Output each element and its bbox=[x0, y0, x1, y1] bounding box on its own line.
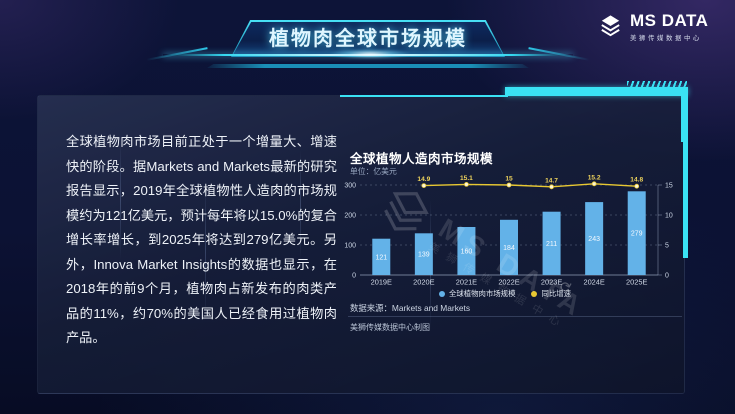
svg-text:2025E: 2025E bbox=[626, 278, 647, 287]
svg-text:15.2: 15.2 bbox=[588, 174, 601, 181]
chart-unit-label: 单位：亿美元 bbox=[350, 167, 397, 176]
panel-accent-thin-line bbox=[340, 95, 508, 97]
content-panel bbox=[37, 95, 685, 394]
svg-text:2022E: 2022E bbox=[498, 278, 519, 287]
header-glow-flare bbox=[328, 49, 412, 59]
svg-text:243: 243 bbox=[588, 236, 600, 243]
svg-text:14.7: 14.7 bbox=[545, 177, 558, 184]
light-streak bbox=[205, 180, 206, 320]
header-platform-line bbox=[207, 64, 529, 68]
body-paragraph: 全球植物肉市场目前正处于一个增量大、增速快的阶段。据Markets and Ma… bbox=[66, 134, 337, 345]
legend-item-line: 同比增速 bbox=[531, 288, 571, 299]
market-chart-svg: 0 100 200 300 0 5 10 15 121 139 160 184 211 243 279 201… bbox=[344, 174, 673, 287]
svg-text:2024E: 2024E bbox=[583, 278, 604, 287]
svg-text:279: 279 bbox=[631, 231, 643, 238]
brand-name: MS DATA bbox=[630, 11, 709, 30]
page-title: 植物肉全球市场规模 bbox=[269, 28, 467, 50]
brand-text: MS DATA 美狮传媒数据中心 bbox=[630, 11, 708, 42]
legend-label-bars: 全球植物肉市场规模 bbox=[448, 289, 516, 298]
svg-text:15: 15 bbox=[505, 176, 513, 183]
legend-item-bars: 全球植物肉市场规模 bbox=[438, 288, 516, 299]
legend-dot-yellow bbox=[531, 290, 538, 297]
panel-accent-side-bar-lower bbox=[683, 142, 688, 258]
panel-accent-hatch bbox=[627, 81, 687, 87]
ms-data-logo-icon bbox=[601, 15, 620, 37]
brand-logo: MS DATA 美狮传媒数据中心 bbox=[597, 11, 708, 42]
svg-text:200: 200 bbox=[344, 213, 356, 220]
svg-text:2021E: 2021E bbox=[456, 278, 477, 287]
svg-text:121: 121 bbox=[375, 254, 387, 261]
legend-label-line: 同比增速 bbox=[541, 289, 572, 298]
svg-text:2019E: 2019E bbox=[371, 278, 392, 287]
svg-text:139: 139 bbox=[418, 252, 430, 259]
chart-credit: 美狮传媒数据中心制图 bbox=[350, 323, 430, 332]
svg-text:2020E: 2020E bbox=[413, 278, 434, 287]
svg-text:14.8: 14.8 bbox=[630, 177, 643, 184]
light-streak bbox=[300, 150, 301, 260]
svg-text:300: 300 bbox=[344, 183, 356, 190]
svg-text:0: 0 bbox=[665, 273, 669, 280]
light-streak bbox=[120, 140, 121, 260]
svg-text:211: 211 bbox=[546, 241, 557, 248]
chart-title: 全球植物人造肉市场规模 bbox=[350, 152, 494, 166]
svg-text:0: 0 bbox=[352, 273, 356, 280]
title-banner bbox=[231, 20, 505, 57]
chart-legend: 全球植物肉市场规模 同比增速 bbox=[350, 288, 660, 299]
svg-text:2023E: 2023E bbox=[541, 278, 562, 287]
svg-text:15.1: 15.1 bbox=[460, 175, 473, 182]
chart-source: 数据来源：Markets and Markets bbox=[350, 303, 471, 313]
svg-text:5: 5 bbox=[665, 243, 669, 250]
legend-dot-blue bbox=[438, 290, 445, 297]
svg-text:100: 100 bbox=[344, 243, 356, 250]
svg-text:184: 184 bbox=[503, 245, 515, 252]
svg-text:160: 160 bbox=[461, 249, 473, 256]
svg-text:14.9: 14.9 bbox=[417, 176, 430, 183]
panel-accent-side-bar bbox=[681, 87, 688, 142]
panel-accent-top-bar bbox=[505, 87, 688, 96]
svg-text:10: 10 bbox=[665, 213, 673, 220]
brand-subtitle: 美狮传媒数据中心 bbox=[630, 35, 702, 42]
chart-divider bbox=[348, 316, 682, 317]
svg-text:15: 15 bbox=[665, 183, 673, 190]
